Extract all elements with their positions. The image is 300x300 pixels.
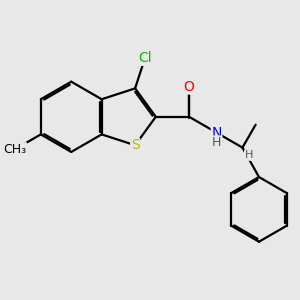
- Text: S: S: [131, 138, 140, 152]
- Text: O: O: [184, 80, 195, 94]
- Text: H: H: [212, 136, 221, 149]
- Text: Cl: Cl: [138, 51, 152, 65]
- Text: N: N: [212, 126, 222, 140]
- Text: CH₃: CH₃: [3, 143, 26, 156]
- Text: H: H: [244, 150, 253, 160]
